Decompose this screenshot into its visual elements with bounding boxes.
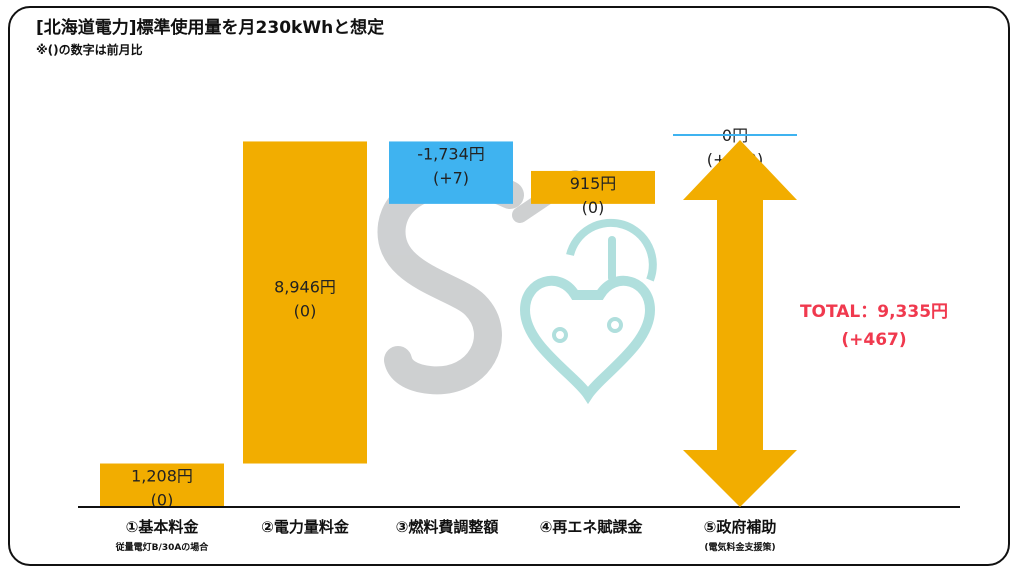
watermark-logo (377, 169, 657, 405)
category-label-energy: ②電力量料金 (261, 518, 349, 536)
change-label-1: (0) (151, 491, 174, 510)
bar-2 (243, 141, 367, 464)
total-label: TOTAL：9,335円 (+467) (784, 298, 964, 354)
total-value: TOTAL：9,335円 (799, 302, 949, 322)
category-label-subsidy: ⑤政府補助 (電気料金支援策) (703, 518, 777, 553)
bar-1 (100, 463, 224, 507)
bar-4 (531, 170, 655, 204)
category-label-fuel: ③燃料費調整額 (395, 518, 499, 536)
value-label-3: -1,734円 (417, 144, 485, 163)
change-label-3: (+7) (433, 168, 469, 187)
chart-frame (8, 6, 1010, 566)
total-change: (+467) (841, 330, 907, 350)
value-label-4: 915円 (570, 174, 617, 193)
chart-subtitle: ※()の数字は前月比 (36, 43, 143, 57)
change-label-2: (0) (294, 301, 317, 320)
value-label-1: 1,208円 (131, 467, 193, 486)
category-label-renewable: ④再エネ賦課金 (539, 518, 643, 536)
category-label-basic: ①基本料金 従量電灯B/30Aの場合 (115, 518, 209, 553)
bar-3 (389, 141, 513, 204)
double-arrow-icon (683, 140, 797, 507)
change-label-4: (0) (582, 198, 605, 217)
value-label-2: 8,946円 (274, 277, 336, 296)
chart-title: [北海道電力]標準使用量を月230kWhと想定 (36, 18, 385, 38)
